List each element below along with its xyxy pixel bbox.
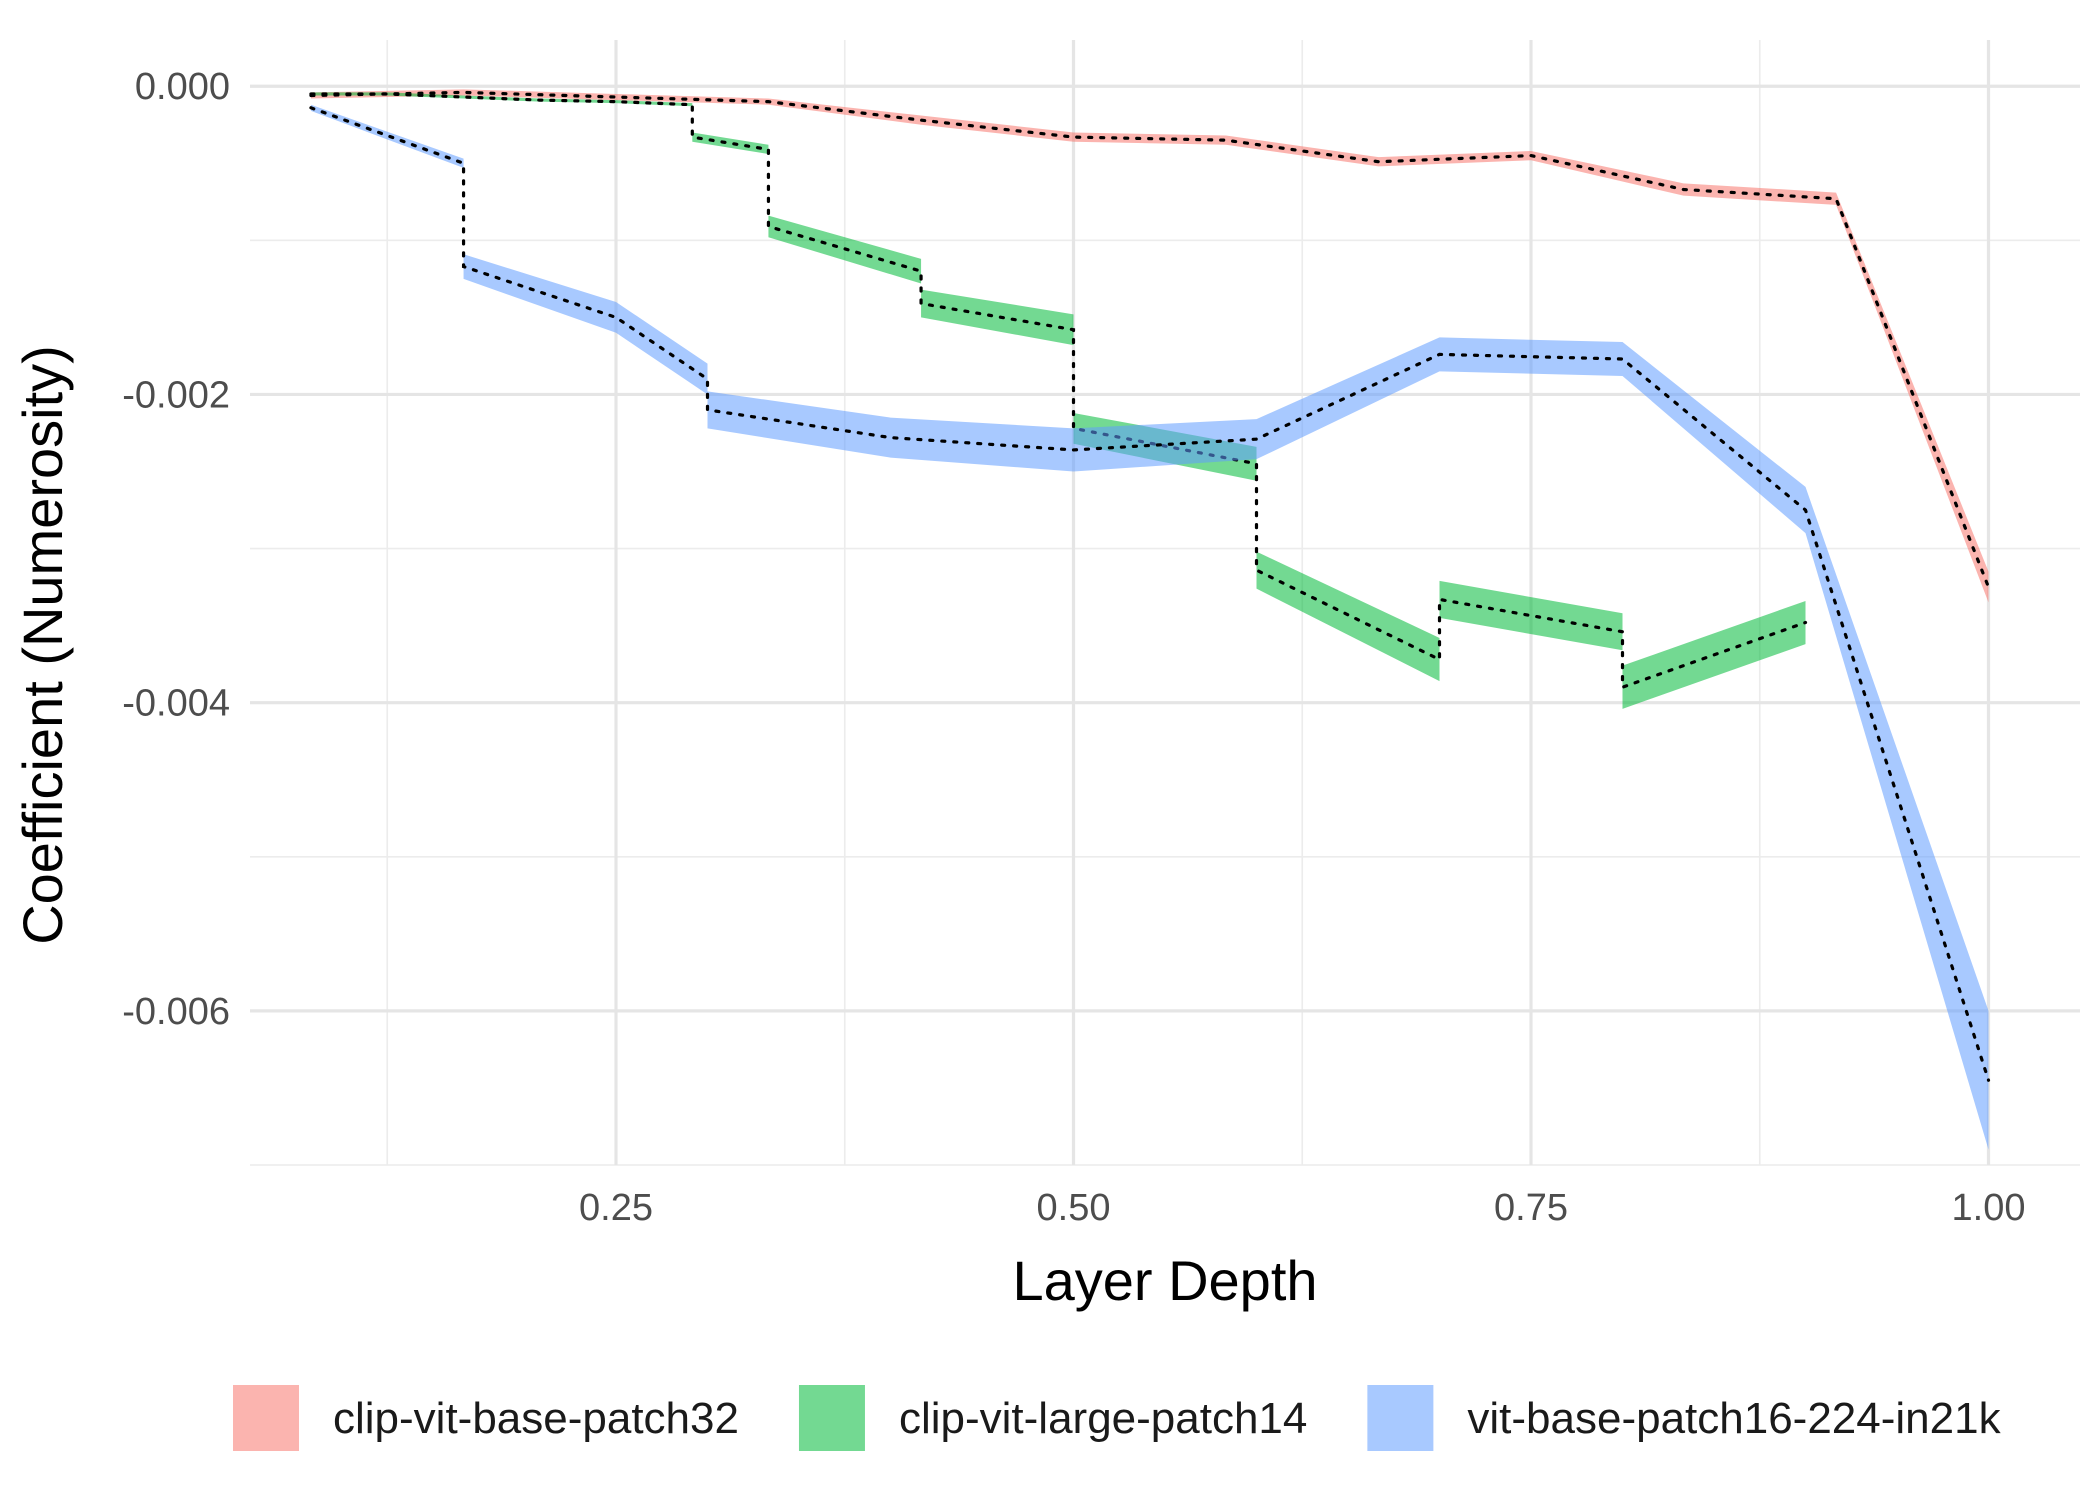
x-axis-title: Layer Depth (1012, 1249, 1317, 1312)
series-layer (309, 89, 1991, 1150)
legend-item: clip-vit-base-patch32 (233, 1385, 739, 1451)
legend-key (1367, 1385, 1434, 1451)
y-tick-label: -0.002 (122, 374, 230, 416)
y-tick-label: -0.006 (122, 991, 230, 1033)
series-clip-vit-base-patch32 (309, 89, 1991, 603)
confidence-band (310, 104, 464, 168)
confidence-band (463, 254, 708, 395)
mean-line (309, 106, 1991, 1082)
confidence-band (310, 89, 1989, 603)
legend-label: vit-base-patch16-224-in21k (1467, 1394, 2001, 1443)
mean-line (309, 90, 1991, 589)
legend-key (233, 1385, 299, 1451)
legend-label: clip-vit-base-patch32 (333, 1394, 739, 1443)
legend-label: clip-vit-large-patch14 (899, 1394, 1307, 1443)
confidence-band (692, 132, 769, 155)
x-tick-label: 0.75 (1494, 1187, 1568, 1229)
legend-key (798, 1385, 865, 1451)
legend-item: clip-vit-large-patch14 (798, 1385, 1307, 1451)
y-axis-title: Coefficient (Numerosity) (11, 345, 74, 945)
x-tick-label: 0.50 (1037, 1187, 1111, 1229)
confidence-band (707, 337, 1989, 1150)
x-tick-label: 0.25 (579, 1187, 653, 1229)
series-clip-vit-large-patch14 (309, 92, 1808, 709)
mean-line (309, 92, 1808, 690)
grid (250, 40, 2080, 1166)
axes: 0.25 0.50 0.75 1.00 0.000 -0.002 -0.004 -0.006 (122, 66, 2025, 1229)
y-tick-label: -0.004 (122, 683, 230, 725)
legend: clip-vit-base-patch32 clip-vit-large-patc… (233, 1385, 2002, 1451)
series-vit-base-patch16-224-in21k (309, 104, 1991, 1150)
confidence-band (1256, 551, 1440, 682)
y-tick-label: 0.000 (135, 66, 230, 108)
x-tick-label: 1.00 (1952, 1187, 2026, 1229)
confidence-band (310, 92, 540, 102)
legend-item: vit-base-patch16-224-in21k (1367, 1385, 2002, 1451)
confidence-band (921, 289, 1074, 346)
confidence-band (1439, 580, 1623, 651)
